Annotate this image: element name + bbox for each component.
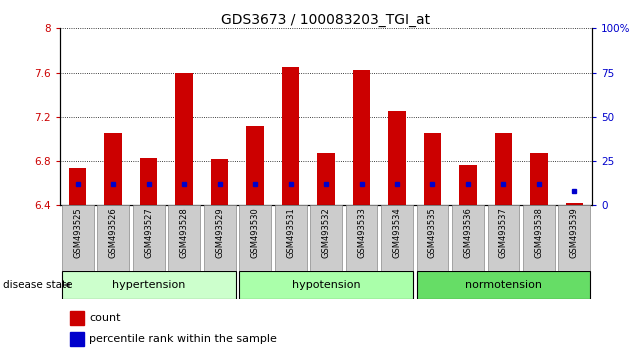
Bar xyxy=(345,205,377,271)
Bar xyxy=(210,159,229,205)
Text: GSM493529: GSM493529 xyxy=(215,207,224,258)
Bar xyxy=(104,133,122,205)
Bar xyxy=(175,73,193,205)
Text: GSM493535: GSM493535 xyxy=(428,207,437,258)
Bar xyxy=(275,205,307,271)
Text: GSM493532: GSM493532 xyxy=(321,207,331,258)
Text: percentile rank within the sample: percentile rank within the sample xyxy=(89,334,277,344)
Bar xyxy=(381,205,413,271)
Bar xyxy=(282,67,299,205)
Bar xyxy=(416,271,590,299)
Text: hypertension: hypertension xyxy=(112,280,185,290)
Bar xyxy=(62,271,236,299)
Bar xyxy=(71,312,84,325)
Title: GDS3673 / 100083203_TGI_at: GDS3673 / 100083203_TGI_at xyxy=(222,13,430,27)
Bar xyxy=(62,205,94,271)
Text: GSM493533: GSM493533 xyxy=(357,207,366,258)
Bar xyxy=(239,205,271,271)
Bar xyxy=(416,205,449,271)
Bar xyxy=(71,332,84,346)
Text: GSM493537: GSM493537 xyxy=(499,207,508,258)
Text: GSM493527: GSM493527 xyxy=(144,207,153,258)
Text: GSM493536: GSM493536 xyxy=(464,207,472,258)
Bar xyxy=(423,133,442,205)
Bar xyxy=(459,166,477,205)
Bar xyxy=(558,205,590,271)
Bar xyxy=(388,111,406,205)
Text: GSM493528: GSM493528 xyxy=(180,207,188,258)
Text: GSM493531: GSM493531 xyxy=(286,207,295,258)
Bar xyxy=(246,126,264,205)
Bar xyxy=(523,205,555,271)
Bar xyxy=(97,205,129,271)
Bar xyxy=(353,70,370,205)
Text: count: count xyxy=(89,313,120,323)
Text: GSM493530: GSM493530 xyxy=(251,207,260,258)
Bar xyxy=(203,205,236,271)
Text: normotension: normotension xyxy=(465,280,542,290)
Bar xyxy=(239,271,413,299)
Text: GSM493526: GSM493526 xyxy=(108,207,118,258)
Text: GSM493539: GSM493539 xyxy=(570,207,579,258)
Text: GSM493525: GSM493525 xyxy=(73,207,82,258)
Bar xyxy=(140,158,158,205)
Bar xyxy=(452,205,484,271)
Bar xyxy=(69,168,86,205)
Text: GSM493534: GSM493534 xyxy=(392,207,401,258)
Bar xyxy=(530,153,548,205)
Bar xyxy=(168,205,200,271)
Bar xyxy=(132,205,164,271)
Text: GSM493538: GSM493538 xyxy=(534,207,544,258)
Text: hypotension: hypotension xyxy=(292,280,360,290)
Bar xyxy=(317,153,335,205)
Bar xyxy=(488,205,520,271)
Bar xyxy=(310,205,342,271)
Bar xyxy=(495,133,512,205)
Bar xyxy=(566,203,583,205)
Text: disease state: disease state xyxy=(3,280,72,290)
